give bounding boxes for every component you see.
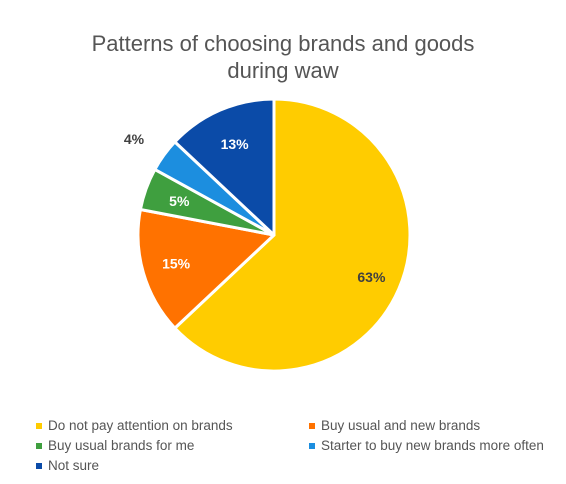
pie-slice-do-not-pay-attention-on-brands xyxy=(173,97,412,373)
chart-title: Patterns of choosing brands and goods du… xyxy=(0,30,566,84)
legend-swatch xyxy=(309,422,315,429)
legend-swatch xyxy=(36,422,42,429)
legend-label: Not sure xyxy=(48,458,100,473)
legend-swatch xyxy=(309,442,315,449)
legend-label: Buy usual brands for me xyxy=(48,438,195,453)
pie-chart: 63% 15% 5% 4% 13% xyxy=(124,97,412,373)
data-label: 63% xyxy=(357,269,386,285)
legend-item-buy-usual-and-new: Buy usual and new brands xyxy=(309,417,549,434)
legend-label: Starter to buy new brands more often xyxy=(321,438,544,453)
legend-swatch xyxy=(36,442,42,449)
data-label: 13% xyxy=(221,136,250,152)
data-label: 15% xyxy=(162,256,191,272)
pie-slice-buy-usual-and-new-brands xyxy=(136,208,276,330)
legend-label: Buy usual and new brands xyxy=(321,418,481,433)
chart-title-line-2: during waw xyxy=(227,58,339,83)
pie-slice-not-sure xyxy=(173,97,276,237)
data-label: 4% xyxy=(124,131,145,147)
legend-item-buy-usual-for-me: Buy usual brands for me xyxy=(36,437,309,454)
legend-item-not-sure: Not sure xyxy=(36,457,309,474)
legend-label: Do not pay attention on brands xyxy=(48,418,233,433)
legend: Do not pay attention on brands Buy usual… xyxy=(36,417,549,474)
legend-item-do-not-pay-attention: Do not pay attention on brands xyxy=(36,417,309,434)
data-label: 5% xyxy=(169,193,190,209)
legend-item-starter-to-buy-new: Starter to buy new brands more often xyxy=(309,437,549,454)
legend-swatch xyxy=(36,462,42,469)
chart-title-line-1: Patterns of choosing brands and goods xyxy=(91,31,475,56)
